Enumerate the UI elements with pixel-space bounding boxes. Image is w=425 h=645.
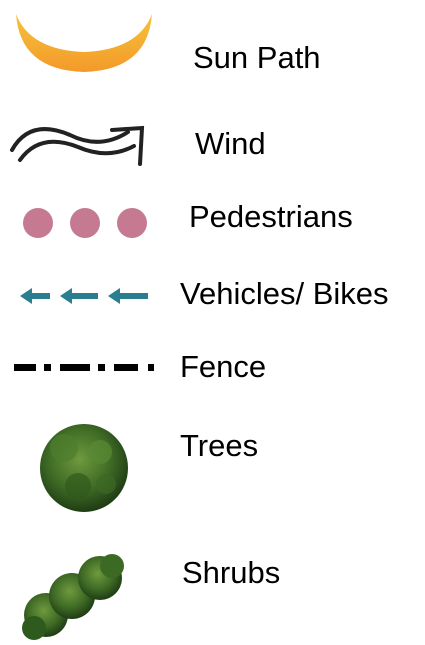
legend-label: Pedestrians xyxy=(189,199,353,234)
legend-label: Fence xyxy=(180,349,266,384)
fence-icon xyxy=(14,364,154,371)
legend-label: Wind xyxy=(195,126,266,161)
legend-label: Trees xyxy=(180,428,258,463)
legend-label: Vehicles/ Bikes xyxy=(180,276,389,311)
shrubs-icon xyxy=(22,554,124,640)
pedestrians-icon xyxy=(23,208,147,238)
legend-label: Shrubs xyxy=(182,555,280,590)
legend: Sun Path Wind Pedestrians Vehicles/ Bike… xyxy=(0,0,425,645)
wind-icon xyxy=(12,128,142,164)
sun-path-icon xyxy=(16,14,152,72)
trees-icon xyxy=(40,424,128,512)
vehicles-icon xyxy=(20,288,148,304)
legend-label: Sun Path xyxy=(193,40,321,75)
